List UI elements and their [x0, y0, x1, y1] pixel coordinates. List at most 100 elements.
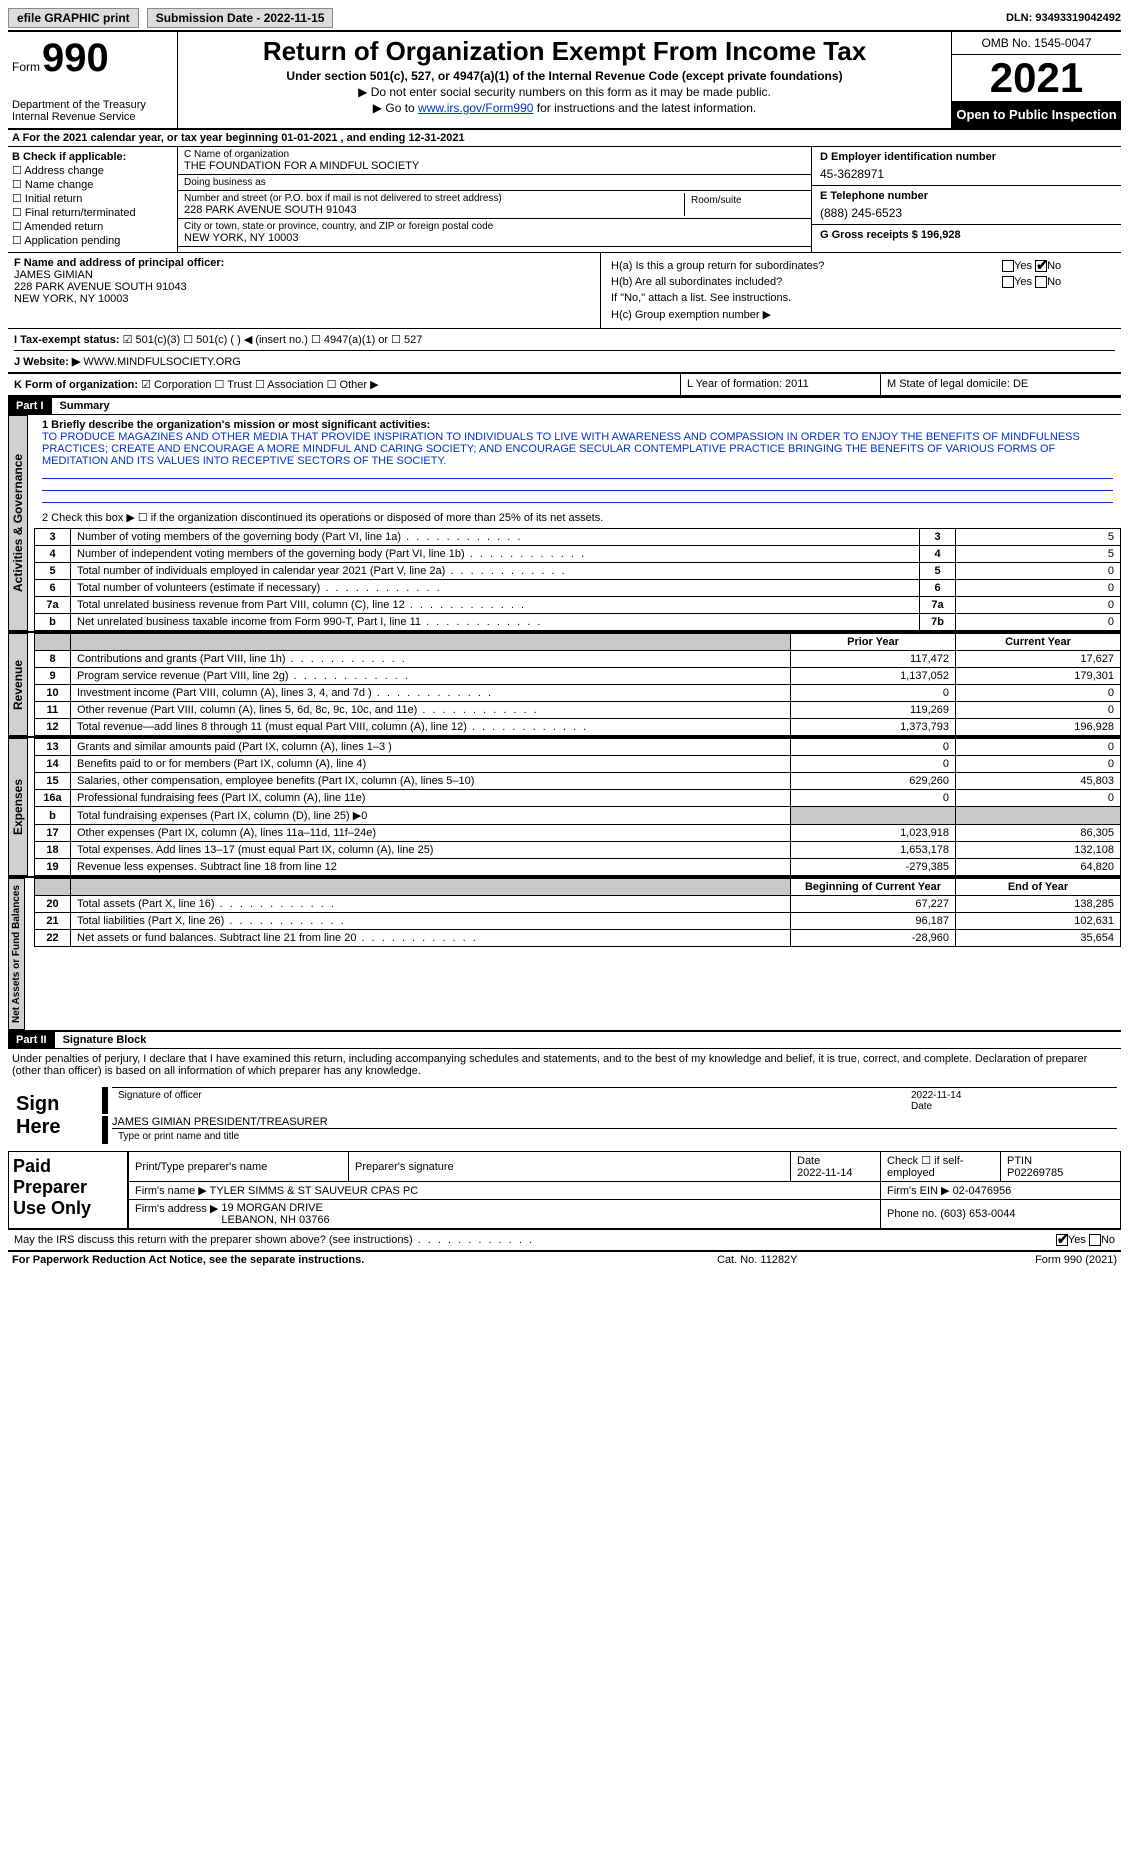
prep-name-head: Print/Type preparer's name: [129, 1152, 349, 1182]
firm-name-label: Firm's name ▶: [135, 1185, 207, 1197]
gross-receipts: G Gross receipts $ 196,928: [820, 229, 1113, 241]
subtitle-1: Under section 501(c), 527, or 4947(a)(1)…: [186, 69, 943, 83]
subtitle-2: ▶ Do not enter social security numbers o…: [186, 85, 943, 99]
table-row: 11Other revenue (Part VIII, column (A), …: [35, 702, 1121, 719]
chk-amended-return[interactable]: ☐ Amended return: [12, 220, 173, 233]
table-row: 17Other expenses (Part IX, column (A), l…: [35, 825, 1121, 842]
officer-addr2: NEW YORK, NY 10003: [14, 293, 594, 305]
table-row: 9Program service revenue (Part VIII, lin…: [35, 668, 1121, 685]
hb-no[interactable]: [1035, 276, 1047, 288]
col-b-title: B Check if applicable:: [12, 151, 173, 163]
sig-date: 2022-11-14: [911, 1090, 961, 1101]
irs-link[interactable]: www.irs.gov/Form990: [418, 101, 533, 115]
line2-checkbox: 2 Check this box ▶ ☐ if the organization…: [42, 511, 1113, 524]
org-name: THE FOUNDATION FOR A MINDFUL SOCIETY: [184, 160, 805, 172]
ptin-label: PTIN: [1007, 1155, 1032, 1167]
department-label: Department of the Treasury Internal Reve…: [12, 99, 173, 123]
col-b-checkboxes: B Check if applicable: ☐ Address change …: [8, 147, 178, 252]
firm-name: TYLER SIMMS & ST SAUVEUR CPAS PC: [210, 1185, 419, 1197]
table-row: 16aProfessional fundraising fees (Part I…: [35, 790, 1121, 807]
officer-name: JAMES GIMIAN: [14, 269, 594, 281]
part2-head: Part II: [8, 1032, 55, 1048]
firm-ein: 02-0476956: [953, 1185, 1012, 1197]
yes-label: Yes: [1014, 276, 1032, 288]
officer-label: F Name and address of principal officer:: [14, 257, 594, 269]
mission-text: TO PRODUCE MAGAZINES AND OTHER MEDIA THA…: [42, 431, 1113, 467]
table-row: 21Total liabilities (Part X, line 26)96,…: [35, 913, 1121, 930]
no-label: No: [1101, 1234, 1115, 1246]
table-row: 14Benefits paid to or for members (Part …: [35, 756, 1121, 773]
street: 228 PARK AVENUE SOUTH 91043: [184, 204, 684, 216]
chk-application-pending[interactable]: ☐ Application pending: [12, 234, 173, 247]
chk-initial-return[interactable]: ☐ Initial return: [12, 192, 173, 205]
table-row: 12Total revenue—add lines 8 through 11 (…: [35, 719, 1121, 736]
ha-yes[interactable]: [1002, 260, 1014, 272]
expenses-table: 13Grants and similar amounts paid (Part …: [34, 738, 1121, 876]
line-a: A For the 2021 calendar year, or tax yea…: [8, 130, 1121, 147]
j-label: J Website: ▶: [14, 356, 80, 368]
form-word: Form: [12, 60, 40, 74]
mission-label: 1 Briefly describe the organization's mi…: [42, 419, 1113, 431]
form-title: Return of Organization Exempt From Incom…: [186, 36, 943, 67]
revenue-table: Prior YearCurrent Year 8Contributions an…: [34, 633, 1121, 736]
prep-sig-head: Preparer's signature: [349, 1152, 791, 1182]
hb-yes[interactable]: [1002, 276, 1014, 288]
chk-final-return[interactable]: ☐ Final return/terminated: [12, 206, 173, 219]
k-opts: ☑ Corporation ☐ Trust ☐ Association ☐ Ot…: [138, 379, 379, 391]
street-label: Number and street (or P.O. box if mail i…: [184, 193, 684, 204]
ein-label: D Employer identification number: [820, 151, 1113, 163]
may-irs-discuss: May the IRS discuss this return with the…: [14, 1234, 1056, 1246]
table-row: 4Number of independent voting members of…: [35, 546, 1121, 563]
subtitle-3: ▶ Go to www.irs.gov/Form990 for instruct…: [186, 101, 943, 115]
dba-label: Doing business as: [184, 177, 805, 188]
hb-label: H(b) Are all subordinates included?: [609, 275, 998, 289]
vtab-expenses: Expenses: [8, 738, 28, 876]
city-label: City or town, state or province, country…: [184, 221, 805, 232]
paid-preparer-label: Paid Preparer Use Only: [8, 1151, 128, 1229]
irs-yes[interactable]: [1056, 1234, 1068, 1246]
efile-print-button[interactable]: efile GRAPHIC print: [8, 8, 139, 28]
governance-table: 3Number of voting members of the governi…: [34, 528, 1121, 631]
beg-year-head: Beginning of Current Year: [791, 879, 956, 896]
current-year-head: Current Year: [956, 634, 1121, 651]
table-row: 19Revenue less expenses. Subtract line 1…: [35, 859, 1121, 876]
vtab-netassets: Net Assets or Fund Balances: [8, 878, 25, 1030]
firm-ein-label: Firm's EIN ▶: [887, 1185, 950, 1197]
chk-address-change[interactable]: ☐ Address change: [12, 164, 173, 177]
prep-date-val: 2022-11-14: [797, 1167, 852, 1179]
omb-number: OMB No. 1545-0047: [952, 32, 1121, 55]
name-title-label: Type or print name and title: [118, 1131, 1111, 1142]
i-label: I Tax-exempt status:: [14, 334, 120, 346]
irs-no[interactable]: [1089, 1234, 1101, 1246]
blank-line: [42, 479, 1113, 491]
form-header: Form 990 Department of the Treasury Inte…: [8, 32, 1121, 130]
l-year: L Year of formation: 2011: [681, 374, 881, 395]
part2-title: Signature Block: [55, 1032, 155, 1048]
suite-label: Room/suite: [685, 193, 805, 216]
table-row: 22Net assets or fund balances. Subtract …: [35, 930, 1121, 947]
sub3-pre: ▶ Go to: [373, 101, 418, 115]
firm-addr-label: Firm's address ▶: [135, 1203, 218, 1215]
officer-name-title: JAMES GIMIAN PRESIDENT/TREASURER: [112, 1116, 1117, 1128]
officer-addr1: 228 PARK AVENUE SOUTH 91043: [14, 281, 594, 293]
vtab-revenue: Revenue: [8, 633, 28, 736]
open-public-badge: Open to Public Inspection: [952, 101, 1121, 128]
table-row: 10Investment income (Part VIII, column (…: [35, 685, 1121, 702]
prep-date-head: Date: [797, 1155, 820, 1167]
sub3-post: for instructions and the latest informat…: [533, 101, 756, 115]
top-bar: efile GRAPHIC print Submission Date - 20…: [8, 8, 1121, 32]
form-number: 990: [42, 36, 109, 81]
i-opts: ☑ 501(c)(3) ☐ 501(c) ( ) ◀ (insert no.) …: [123, 334, 423, 346]
prior-year-head: Prior Year: [791, 634, 956, 651]
submission-date: Submission Date - 2022-11-15: [147, 8, 334, 28]
yes-label: Yes: [1068, 1234, 1086, 1246]
table-row: bNet unrelated business taxable income f…: [35, 614, 1121, 631]
part1-title: Summary: [52, 398, 118, 414]
no-label: No: [1047, 276, 1061, 288]
ha-no[interactable]: [1035, 260, 1047, 272]
chk-name-change[interactable]: ☐ Name change: [12, 178, 173, 191]
table-row: 5Total number of individuals employed in…: [35, 563, 1121, 580]
tel: (888) 245-6523: [820, 206, 1113, 220]
sig-officer-label: Signature of officer: [118, 1090, 911, 1112]
table-row: 20Total assets (Part X, line 16)67,22713…: [35, 896, 1121, 913]
